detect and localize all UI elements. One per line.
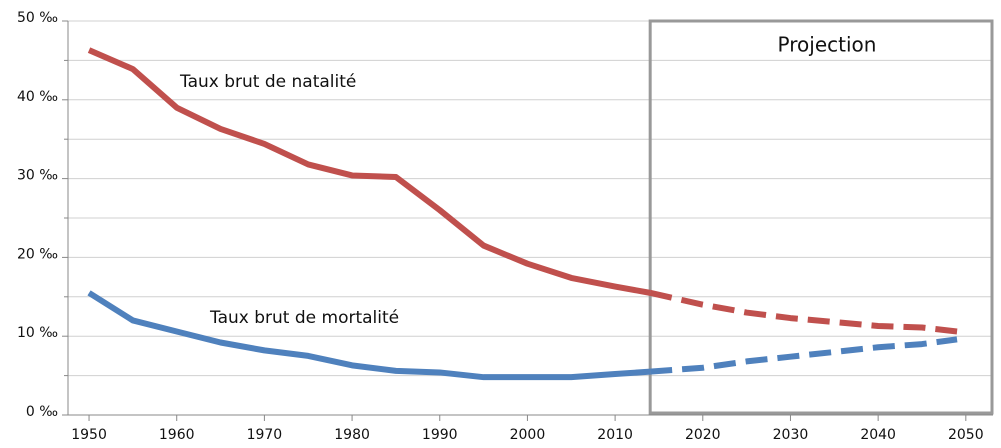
x-tick-label: 2030 [773, 427, 809, 443]
x-tick-label: 2040 [860, 427, 896, 443]
annotation: Taux brut de mortalité [209, 308, 399, 328]
plot: 0 ‰ 10 ‰ 20 ‰ 30 ‰ 40 ‰ 50 ‰ 1950 1960 1970 1980 1… [17, 10, 994, 443]
x-tick-label: 2020 [685, 427, 721, 443]
x-tick-label: 1950 [71, 427, 107, 443]
y-tick-label: 20 ‰ [17, 246, 58, 262]
line-observed [87, 290, 651, 381]
y-tick-label: 40 ‰ [17, 89, 58, 105]
annotation: Taux brut de natalité [179, 72, 356, 92]
y-tick-label: 50 ‰ [17, 10, 58, 26]
x-tick-label: 1990 [422, 427, 458, 443]
x-tick-label: 2000 [510, 427, 546, 443]
x-tick-label: 2010 [597, 427, 633, 443]
line-projection [649, 289, 958, 335]
line-observed [87, 47, 651, 296]
line-projection [649, 336, 958, 375]
y-tick-label: 30 ‰ [17, 168, 58, 184]
y-tick-label: 10 ‰ [17, 325, 58, 341]
x-tick-label: 2050 [948, 427, 984, 443]
x-tick-label: 1980 [334, 427, 370, 443]
y-tick-label: 0 ‰ [26, 404, 58, 420]
x-tick-label: 1970 [247, 427, 283, 443]
x-tick-label: 1960 [159, 427, 195, 443]
annotation: Projection [778, 33, 877, 57]
projection-box [648, 19, 994, 415]
